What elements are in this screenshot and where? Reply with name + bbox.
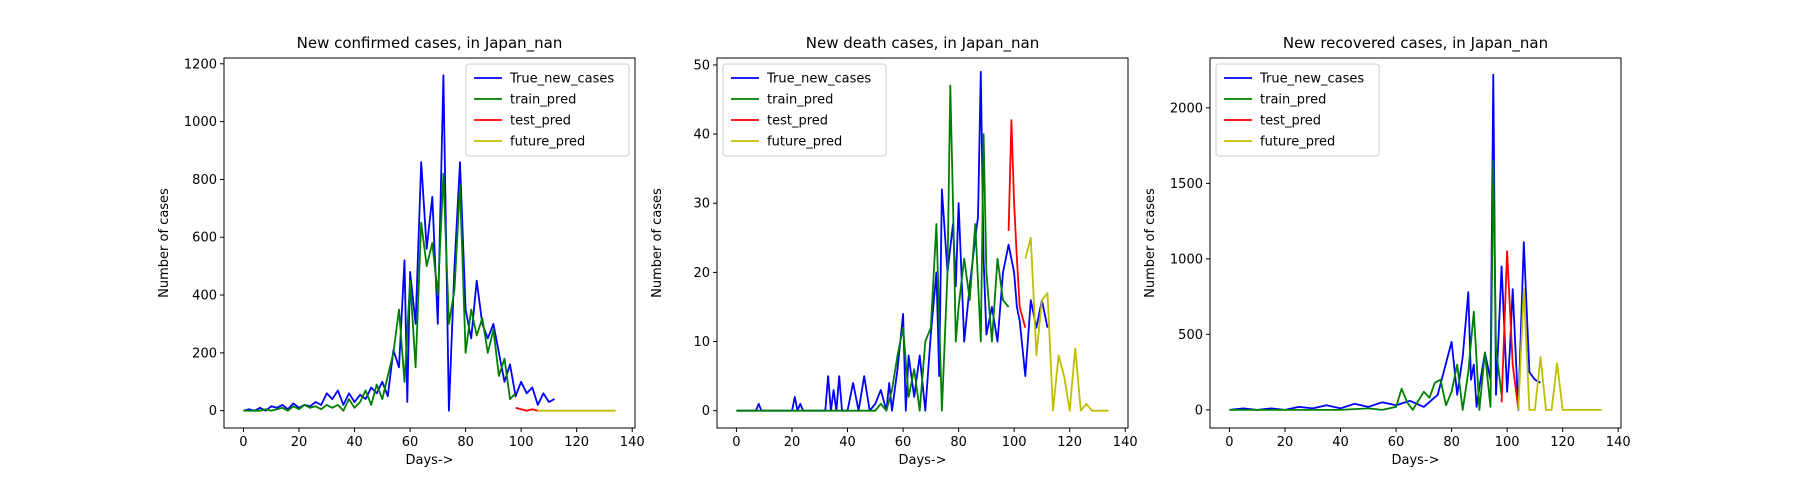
chart-panel-2: 0 20 40 60 80 100 120 140 0 10 20 30 40 50 New death c…: [650, 34, 1138, 468]
x-tick-label: 80: [457, 435, 474, 450]
x-tick-label: 120: [1057, 435, 1082, 450]
legend-box: [722, 63, 887, 157]
y-tick-label: 0: [209, 404, 217, 419]
y-tick-label: 500: [1178, 328, 1203, 343]
x-axis-label: Days->: [405, 453, 453, 468]
x-axis-label: Days->: [898, 453, 946, 468]
x-tick-label: 100: [1002, 435, 1027, 450]
y-tick-label: 0: [1195, 403, 1203, 418]
series-line-train-pred: [1229, 159, 1503, 411]
y-tick-label: 1000: [1170, 252, 1203, 267]
y-tick-label: 2000: [1170, 101, 1203, 116]
x-axis-label: Days->: [1391, 453, 1439, 468]
y-tick-label: 10: [693, 335, 710, 350]
y-tick-label: 50: [693, 58, 710, 73]
series-line-train-pred: [736, 84, 1010, 412]
y-tick-label: 40: [693, 128, 710, 143]
x-tick-label: 20: [784, 435, 801, 450]
chart-title: New confirmed cases, in Japan_nan: [297, 34, 563, 53]
series-line-train-pred: [243, 172, 517, 412]
x-tick-label: 100: [1495, 435, 1520, 450]
x-tick-label: 40: [346, 435, 363, 450]
series-line-future-pred: [1024, 236, 1109, 412]
series-line-test-pred: [1500, 250, 1520, 409]
x-tick-label: 140: [1113, 435, 1138, 450]
legend: True_new_cases train_pred test_pred future_…: [465, 63, 630, 157]
chart-panel-3: 0 20 40 60 80 100 120 140 0 500 1000 1500 2000 New re…: [1143, 34, 1631, 468]
x-tick-label: 140: [620, 435, 645, 450]
legend-label: test_pred: [1260, 114, 1321, 129]
series-line-future-pred: [1517, 288, 1602, 411]
chart-title: New death cases, in Japan_nan: [806, 34, 1039, 53]
legend-label: future_pred: [767, 135, 842, 150]
legend-label: True_new_cases: [1259, 72, 1364, 87]
x-tick-label: 40: [839, 435, 856, 450]
legend-label: train_pred: [1260, 93, 1326, 108]
x-tick-label: 120: [1550, 435, 1575, 450]
series-group: [736, 70, 1109, 412]
y-tick-label: 20: [693, 266, 710, 281]
plot-frame: [223, 57, 636, 429]
x-tick-label: 60: [1388, 435, 1405, 450]
series-line-test-pred: [515, 406, 539, 412]
x-tick-label: 60: [895, 435, 912, 450]
legend-label: train_pred: [510, 93, 576, 108]
y-tick-label: 200: [192, 346, 217, 361]
plot-frame: [1209, 57, 1622, 429]
plot-frame: [716, 57, 1129, 429]
x-tick-label: 60: [402, 435, 419, 450]
legend-label: future_pred: [510, 135, 585, 150]
series-group: [1229, 73, 1602, 411]
x-tick-label: 0: [732, 435, 740, 450]
legend: True_new_cases train_pred test_pred future_…: [1215, 63, 1380, 157]
legend-label: train_pred: [767, 93, 833, 108]
series-group: [243, 74, 616, 412]
x-tick-label: 40: [1332, 435, 1349, 450]
legend-label: True_new_cases: [766, 72, 871, 87]
y-tick-label: 1500: [1170, 177, 1203, 192]
y-tick-label: 30: [693, 197, 710, 212]
y-tick-label: 800: [192, 173, 217, 188]
y-axis-label: Number of cases: [157, 188, 172, 298]
legend-box: [1215, 63, 1380, 157]
series-line-test-pred: [1007, 119, 1027, 328]
legend-label: test_pred: [767, 114, 828, 129]
y-tick-label: 400: [192, 289, 217, 304]
legend-label: test_pred: [510, 114, 571, 129]
y-tick-label: 1200: [184, 57, 217, 72]
x-tick-label: 80: [1443, 435, 1460, 450]
x-tick-label: 0: [239, 435, 247, 450]
series-line-true-new-cases: [1229, 73, 1541, 411]
x-tick-label: 0: [1225, 435, 1233, 450]
y-tick-label: 1000: [184, 115, 217, 130]
y-tick-label: 600: [192, 231, 217, 246]
y-axis-label: Number of cases: [1143, 188, 1158, 298]
x-tick-label: 100: [509, 435, 534, 450]
x-tick-label: 120: [564, 435, 589, 450]
y-tick-label: 0: [702, 404, 710, 419]
legend-box: [465, 63, 630, 157]
x-tick-label: 80: [950, 435, 967, 450]
legend-label: True_new_cases: [509, 72, 614, 87]
x-tick-label: 20: [291, 435, 308, 450]
chart-title: New recovered cases, in Japan_nan: [1283, 34, 1548, 53]
chart-panel-1: 0 20 40 60 80 100 120 140 0 200 400 600 800 1000 1200 N…: [157, 34, 645, 468]
x-tick-label: 140: [1606, 435, 1631, 450]
legend-label: future_pred: [1260, 135, 1335, 150]
legend: True_new_cases train_pred test_pred future_…: [722, 63, 887, 157]
y-axis-label: Number of cases: [650, 188, 665, 298]
x-tick-label: 20: [1277, 435, 1294, 450]
